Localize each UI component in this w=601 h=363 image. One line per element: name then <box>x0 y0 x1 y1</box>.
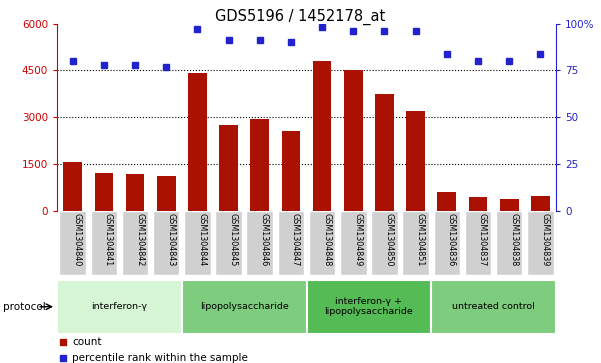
Bar <box>469 197 487 211</box>
Bar <box>432 280 556 334</box>
Text: GSM1304843: GSM1304843 <box>166 212 175 266</box>
Text: interferon-γ: interferon-γ <box>91 302 147 311</box>
Bar <box>126 174 144 211</box>
Bar <box>182 280 307 334</box>
Bar <box>215 211 242 275</box>
Text: GSM1304844: GSM1304844 <box>197 212 206 266</box>
Bar <box>188 73 207 211</box>
Bar <box>63 162 82 211</box>
Text: interferon-γ +
lipopolysaccharide: interferon-γ + lipopolysaccharide <box>325 297 413 317</box>
Bar <box>375 94 394 211</box>
Bar <box>184 211 210 275</box>
Bar <box>153 211 180 275</box>
Bar <box>340 211 367 275</box>
Text: GSM1304851: GSM1304851 <box>416 212 425 266</box>
Text: GSM1304837: GSM1304837 <box>478 212 487 266</box>
Text: GSM1304841: GSM1304841 <box>104 212 113 266</box>
Bar <box>57 280 182 334</box>
Bar <box>278 211 304 275</box>
Bar <box>344 70 362 211</box>
Bar <box>157 176 175 211</box>
Bar <box>433 211 460 275</box>
Bar <box>371 211 398 275</box>
Text: GSM1304838: GSM1304838 <box>509 212 518 266</box>
Bar <box>307 280 432 334</box>
Text: GSM1304836: GSM1304836 <box>447 212 456 266</box>
Text: untreated control: untreated control <box>452 302 535 311</box>
Text: GSM1304848: GSM1304848 <box>322 212 331 266</box>
Bar <box>122 211 148 275</box>
Text: GSM1304845: GSM1304845 <box>228 212 237 266</box>
Text: protocol: protocol <box>3 302 46 312</box>
Bar <box>246 211 273 275</box>
Bar <box>527 211 554 275</box>
Bar <box>59 211 86 275</box>
Bar <box>219 125 238 211</box>
Bar <box>531 196 550 211</box>
Bar <box>91 211 117 275</box>
Bar <box>282 131 300 211</box>
Text: GSM1304846: GSM1304846 <box>260 212 269 266</box>
Text: GDS5196 / 1452178_at: GDS5196 / 1452178_at <box>215 9 386 25</box>
Text: GSM1304842: GSM1304842 <box>135 212 144 266</box>
Text: GSM1304850: GSM1304850 <box>385 212 394 266</box>
Text: percentile rank within the sample: percentile rank within the sample <box>72 353 248 363</box>
Text: GSM1304839: GSM1304839 <box>540 212 549 266</box>
Text: GSM1304840: GSM1304840 <box>73 212 82 266</box>
Bar <box>465 211 491 275</box>
Bar <box>309 211 335 275</box>
Bar <box>403 211 429 275</box>
Bar <box>313 61 332 211</box>
Bar <box>496 211 522 275</box>
Bar <box>94 173 113 211</box>
Text: GSM1304847: GSM1304847 <box>291 212 300 266</box>
Bar <box>500 199 519 211</box>
Bar <box>406 111 425 211</box>
Bar <box>438 192 456 211</box>
Text: GSM1304849: GSM1304849 <box>353 212 362 266</box>
Bar <box>251 119 269 211</box>
Text: lipopolysaccharide: lipopolysaccharide <box>200 302 288 311</box>
Text: count: count <box>72 337 102 347</box>
